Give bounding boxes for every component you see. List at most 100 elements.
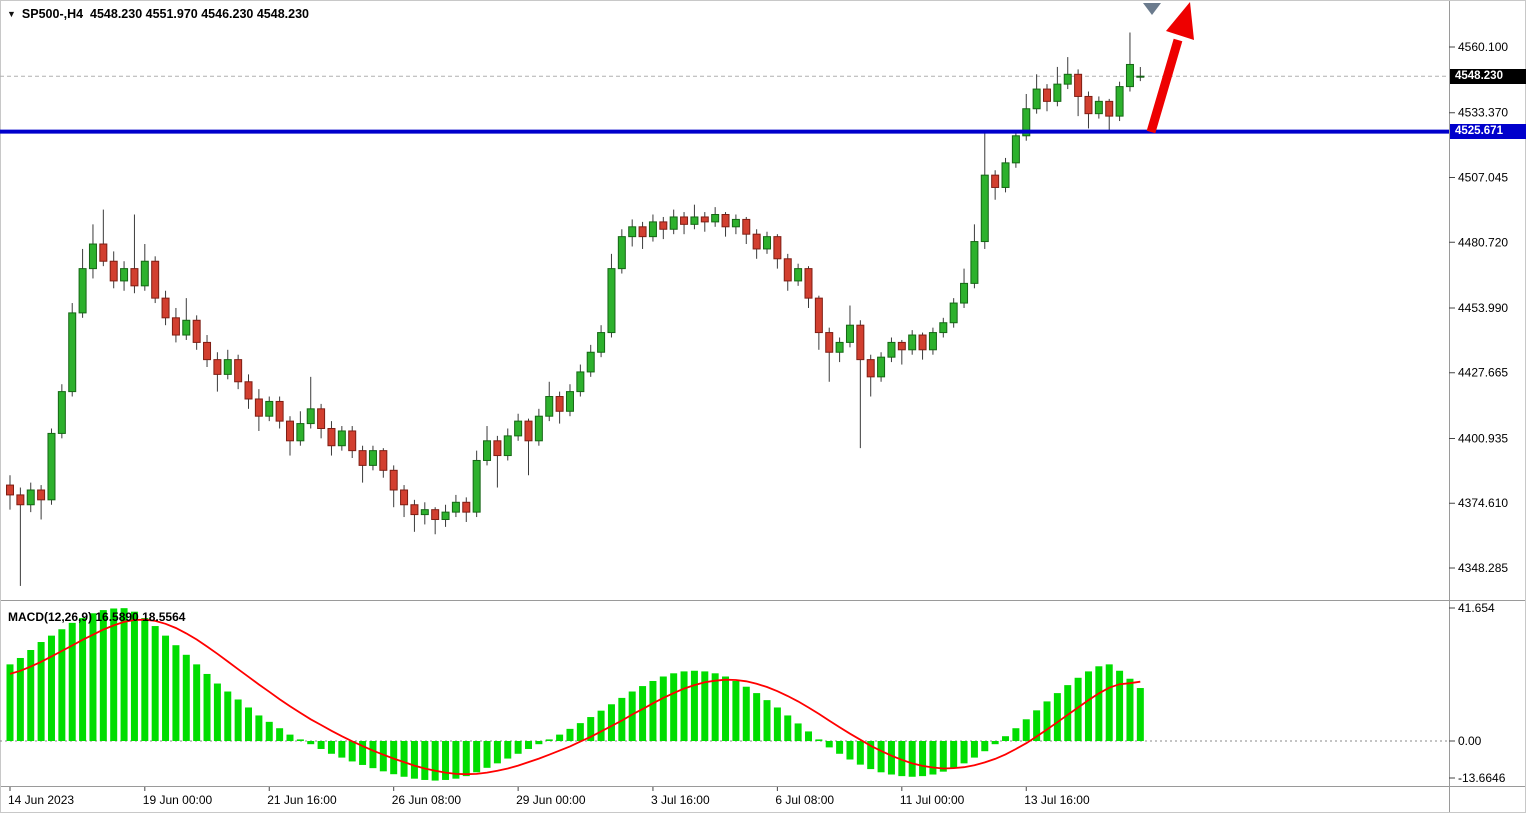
macd-histogram-bar [16,657,24,741]
macd-histogram-bar [1105,664,1113,741]
macd-histogram-bar [27,650,35,741]
bear-candle [327,427,336,447]
macd-histogram-bar [545,739,553,741]
bull-candle [845,324,854,343]
bull-candle [1022,108,1031,137]
bear-candle [825,332,834,353]
macd-histogram-bar [991,741,999,745]
macd-histogram-bar [649,680,657,741]
macd-histogram-bar [1116,670,1124,741]
macd-histogram-bar [566,728,574,741]
bull-candle [835,341,844,353]
bear-candle [161,297,170,319]
time-axis-label: 21 Jun 16:00 [267,793,337,807]
bear-candle [638,226,647,238]
macd-histogram-bar [473,741,481,773]
bull-candle [26,489,35,506]
trend-arrow-shaft[interactable] [1146,38,1183,134]
macd-histogram-bar [493,741,501,764]
macd-histogram-bar [815,739,823,741]
bull-candle [337,430,346,447]
macd-histogram-bar [722,676,730,741]
bear-candle [680,216,689,225]
macd-histogram-bar [369,741,377,769]
macd-histogram-bar [753,693,761,741]
bull-candle [960,282,969,304]
bear-candle [783,258,792,282]
macd-histogram-bar [224,691,232,741]
bear-candle [6,484,14,496]
macd-histogram-bar [1084,671,1092,741]
macd-histogram-bar [462,741,470,777]
macd-histogram-bar [379,741,387,772]
trend-arrow-head[interactable] [1166,2,1194,40]
macd-histogram-bar [245,707,253,741]
bear-candle [555,396,564,412]
bull-candle [970,241,979,284]
bull-candle [47,432,56,501]
bear-candle [1043,88,1051,102]
macd-histogram-bar [639,686,647,741]
bear-candle [866,359,875,378]
bear-candle [37,489,46,501]
macd-histogram-bar [898,741,906,777]
bear-candle [659,221,668,230]
macd-histogram-bar [130,611,138,741]
macd-histogram-bar [37,642,45,741]
macd-histogram-bar [960,741,968,764]
time-axis-label: 29 Jun 00:00 [516,793,586,807]
bull-candle [711,214,720,223]
bear-candle [130,268,139,287]
macd-histogram-bar [58,629,66,741]
macd-histogram-bar [1064,685,1072,741]
macd-histogram-bar [618,697,626,741]
bull-candle [420,509,429,516]
macd-histogram-bar [690,670,698,741]
macd-histogram-bar [338,741,346,758]
bull-candle [949,302,958,324]
down-triangle-marker-icon[interactable] [1143,3,1161,15]
macd-histogram-bar [929,741,937,775]
macd-histogram-bar [607,704,615,741]
symbol-dropdown-icon[interactable]: ▼ [7,8,16,19]
macd-histogram-bar [193,664,201,741]
bear-candle [742,218,751,235]
bull-candle [483,440,492,461]
macd-histogram-bar [846,741,854,760]
macd-histogram-bar [908,741,916,777]
bull-candle [980,174,989,243]
macd-histogram-bar [587,717,595,741]
bear-candle [109,260,118,282]
macd-histogram-bar [327,741,335,754]
bull-candle [1063,73,1072,85]
macd-histogram-bar [1126,678,1134,741]
macd-histogram-bar [162,635,170,741]
time-axis-label: 6 Jul 08:00 [775,793,834,807]
bull-candle [545,396,554,417]
bear-candle [1105,100,1114,117]
bull-candle [669,216,678,230]
macd-histogram-bar [856,741,864,765]
bear-candle [99,243,108,262]
bear-candle [918,334,927,351]
macd-histogram-bar [255,715,263,741]
time-axis-label: 19 Jun 00:00 [143,793,213,807]
price-axis-label: 4348.285 [1458,561,1508,575]
bull-candle [265,400,274,417]
macd-histogram-bar [504,741,512,759]
macd-histogram-bar [442,741,450,780]
macd-histogram-bar [887,741,895,775]
bull-candle [908,334,917,351]
level-price-tag: 4525.671 [1450,124,1526,139]
macd-histogram-bar [141,618,149,741]
macd-histogram-bar [670,673,678,741]
macd-histogram-bar [483,741,491,768]
macd-histogram-bar [773,707,781,741]
bear-candle [1084,95,1093,115]
macd-histogram-bar [151,626,159,741]
macd-histogram-bar [825,741,833,748]
current-price-tag: 4548.230 [1450,69,1526,84]
bear-candle [856,324,865,361]
